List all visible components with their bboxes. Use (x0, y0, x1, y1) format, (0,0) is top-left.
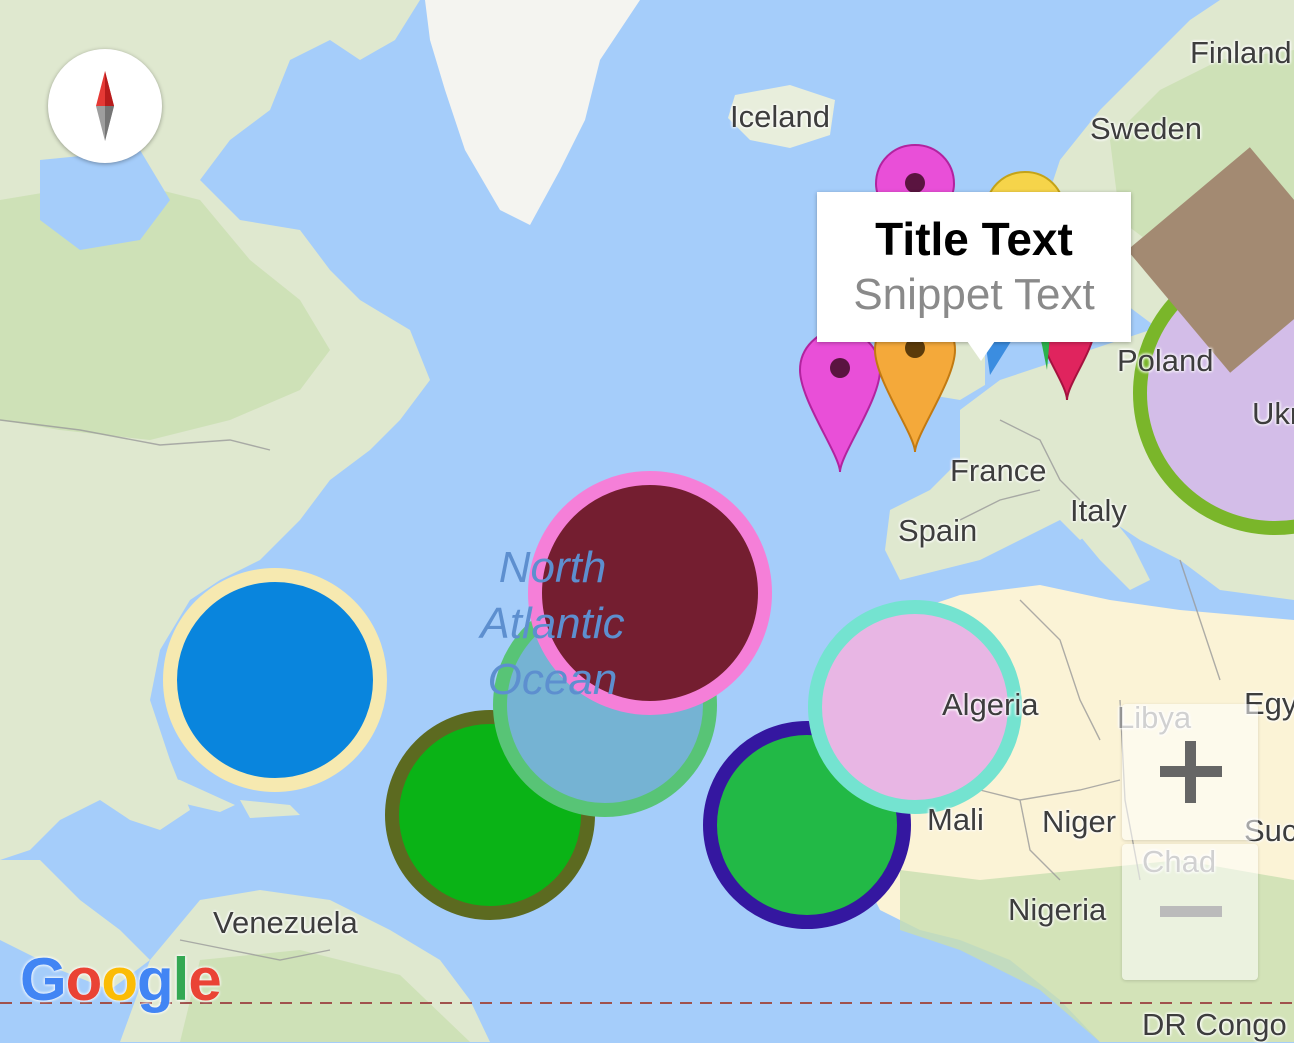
land-hispaniola (240, 800, 300, 818)
logo-letter-e: e (188, 946, 221, 1013)
marker-info-window[interactable]: Title Text Snippet Text (817, 192, 1131, 361)
compass-button[interactable] (48, 49, 162, 163)
label-italy: Italy (1070, 493, 1127, 528)
label-north-atlantic-ocean: North Atlantic Ocean (460, 540, 645, 708)
google-logo: Google (20, 945, 222, 1014)
ocean-label-line-3: Ocean (487, 655, 618, 704)
ocean-label-line-2: Atlantic (480, 599, 625, 648)
logo-letter-l: l (172, 946, 190, 1013)
circle-overlay-maroon[interactable] (528, 471, 772, 715)
compass-icon (96, 71, 114, 141)
label-dr-congo: DR Congo (1142, 1007, 1287, 1042)
label-venezuela: Venezuela (213, 905, 358, 940)
land-cuba (105, 765, 235, 812)
logo-letter-o2: o (101, 946, 138, 1013)
label-ukr: Ukr (1252, 396, 1294, 431)
info-window-pointer (967, 341, 995, 361)
minus-icon (1160, 906, 1222, 917)
circle-overlay-pink[interactable] (808, 600, 1022, 814)
zoom-out-button[interactable] (1122, 844, 1258, 980)
logo-letter-g: G (20, 946, 67, 1013)
land-canada-bay (40, 150, 170, 250)
land-central-america (0, 860, 150, 990)
label-nigeria: Nigeria (1008, 892, 1107, 927)
land-italy (1060, 490, 1150, 590)
zoom-in-button[interactable] (1122, 704, 1258, 840)
label-algeria: Algeria (942, 687, 1039, 722)
label-sweden: Sweden (1090, 111, 1203, 146)
ocean-label-line-1: North (498, 543, 607, 592)
info-window-snippet: Snippet Text (853, 270, 1095, 319)
ground-overlay-image[interactable] (1127, 147, 1294, 373)
marker-green-partial[interactable] (1040, 335, 1050, 370)
label-niger: Niger (1042, 804, 1117, 839)
label-iceland: Iceland (730, 99, 830, 134)
label-spain: Spain (898, 513, 978, 548)
logo-letter-o1: o (65, 946, 103, 1013)
logo-letter-g2: g (136, 946, 174, 1013)
label-poland: Poland (1117, 343, 1214, 378)
label-mali: Mali (927, 802, 984, 837)
land-greenland (425, 0, 640, 225)
label-finland: Finland (1190, 35, 1292, 70)
land-south-america-green (180, 950, 470, 1042)
info-window-title: Title Text (875, 213, 1073, 265)
circle-overlay-blue[interactable] (163, 568, 387, 792)
land-iceland (728, 85, 835, 148)
plus-icon (1160, 741, 1222, 803)
label-france: France (950, 453, 1047, 488)
